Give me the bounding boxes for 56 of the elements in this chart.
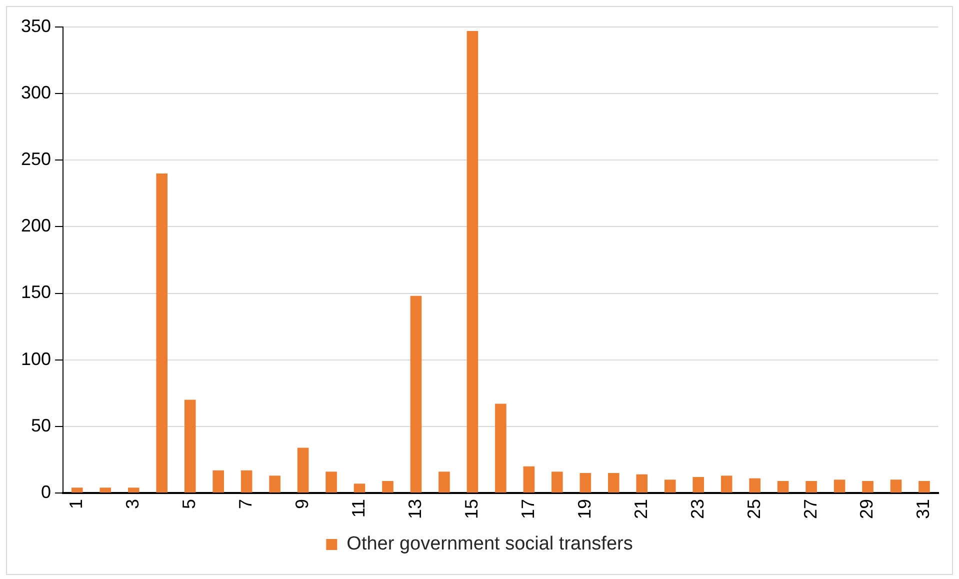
- bar: [580, 473, 592, 492]
- x-tick-label: 3: [122, 498, 143, 509]
- y-tick-label: 0: [41, 482, 52, 502]
- bar: [466, 30, 478, 492]
- bar: [410, 296, 422, 492]
- x-tick-label: 13: [404, 498, 425, 520]
- x-tick-label: 15: [461, 498, 482, 520]
- bar: [438, 472, 450, 492]
- bar: [834, 480, 846, 492]
- bar: [297, 448, 309, 492]
- legend-label: Other government social transfers: [346, 534, 633, 555]
- bar: [552, 472, 563, 492]
- bar: [806, 480, 817, 492]
- bar: [777, 480, 789, 492]
- y-tick-label: 350: [20, 16, 52, 36]
- x-tick-label: 23: [687, 498, 708, 520]
- x-tick-label: 17: [518, 498, 538, 520]
- x-tick-label: 21: [630, 498, 651, 520]
- x-tick-label: 25: [744, 498, 764, 520]
- bar: [918, 480, 930, 492]
- bar: [495, 404, 506, 492]
- y-tick-label: 50: [31, 415, 52, 436]
- bar: [382, 480, 394, 492]
- bar: [608, 473, 620, 492]
- x-tick-label: 27: [800, 498, 820, 520]
- bar: [354, 484, 366, 492]
- y-tick-label: 200: [20, 216, 52, 236]
- y-tick-label: 100: [20, 348, 52, 369]
- x-tick-label: 31: [913, 498, 934, 520]
- x-tick-label: 9: [292, 498, 312, 509]
- x-tick-label: 29: [856, 498, 877, 520]
- bar: [156, 173, 168, 492]
- x-tick-label: 5: [179, 498, 200, 509]
- bar: [636, 474, 648, 492]
- bar: [128, 488, 140, 492]
- bar: [749, 478, 760, 492]
- bar: [326, 472, 337, 492]
- bar: [664, 480, 676, 492]
- bar: [890, 480, 902, 492]
- y-tick-label: 300: [20, 82, 52, 103]
- bar: [523, 466, 535, 492]
- x-tick-label: 19: [574, 498, 594, 520]
- bar: [862, 480, 874, 492]
- y-tick-label: 150: [20, 282, 52, 302]
- bar: [720, 476, 732, 492]
- bar: [212, 470, 224, 492]
- x-tick-label: 1: [66, 498, 86, 509]
- bar: [692, 477, 704, 492]
- bar: [240, 470, 252, 492]
- bar: [100, 488, 112, 492]
- bar: [184, 400, 196, 492]
- y-tick-label: 250: [20, 149, 52, 170]
- x-tick-label: 11: [348, 498, 368, 518]
- x-tick-label: 7: [236, 498, 256, 509]
- bar: [72, 488, 83, 492]
- bar: [269, 476, 280, 492]
